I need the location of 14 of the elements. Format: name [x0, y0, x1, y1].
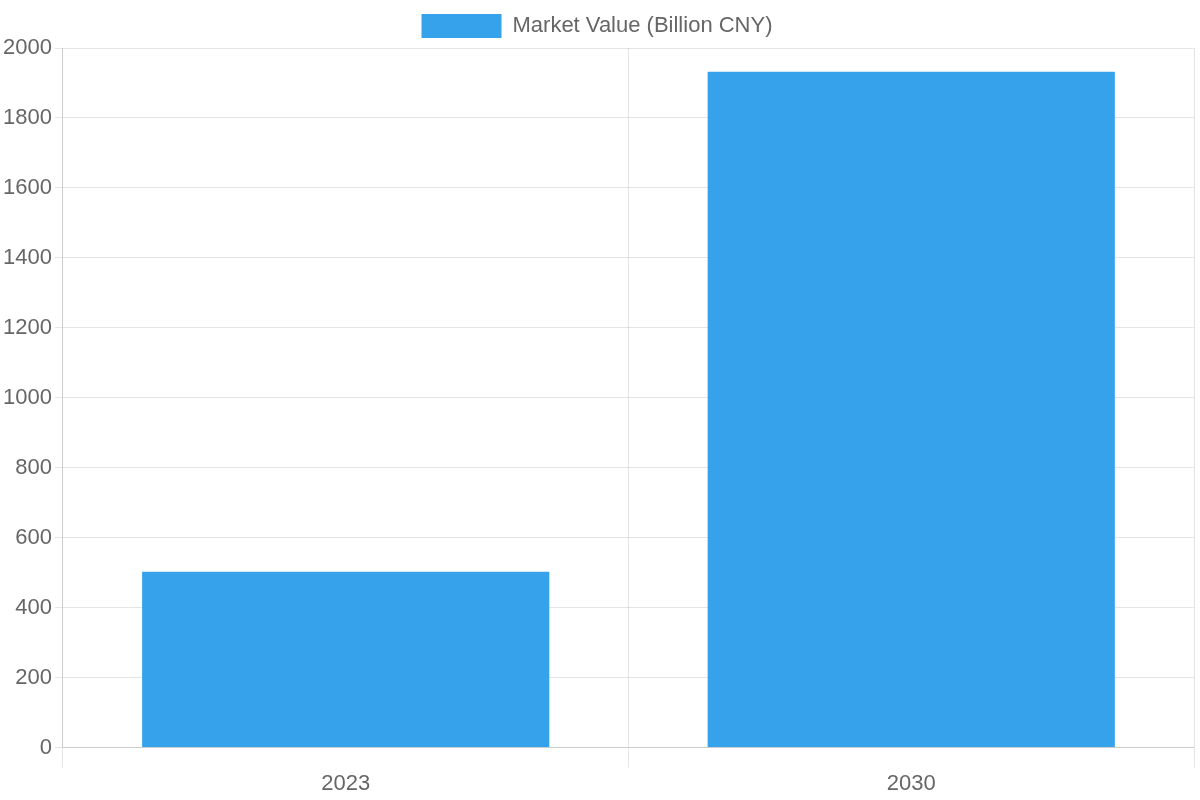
x-tick-label: 2023 — [321, 769, 371, 795]
y-tick-label: 0 — [39, 733, 52, 759]
y-tick-label: 1200 — [2, 313, 52, 339]
y-tick-label: 600 — [15, 523, 52, 549]
y-tick-label: 800 — [15, 453, 52, 479]
y-tick-label: 1600 — [2, 173, 52, 199]
y-tick-label: 1000 — [2, 383, 52, 409]
y-tick-label: 200 — [15, 663, 52, 689]
y-tick-label: 400 — [15, 593, 52, 619]
legend-label: Market Value (Billion CNY) — [512, 12, 773, 38]
x-tick-label: 2030 — [886, 769, 936, 795]
y-tick-label: 2000 — [2, 34, 52, 60]
y-tick-label: 1400 — [2, 243, 52, 269]
y-tick-label: 1800 — [2, 104, 52, 130]
